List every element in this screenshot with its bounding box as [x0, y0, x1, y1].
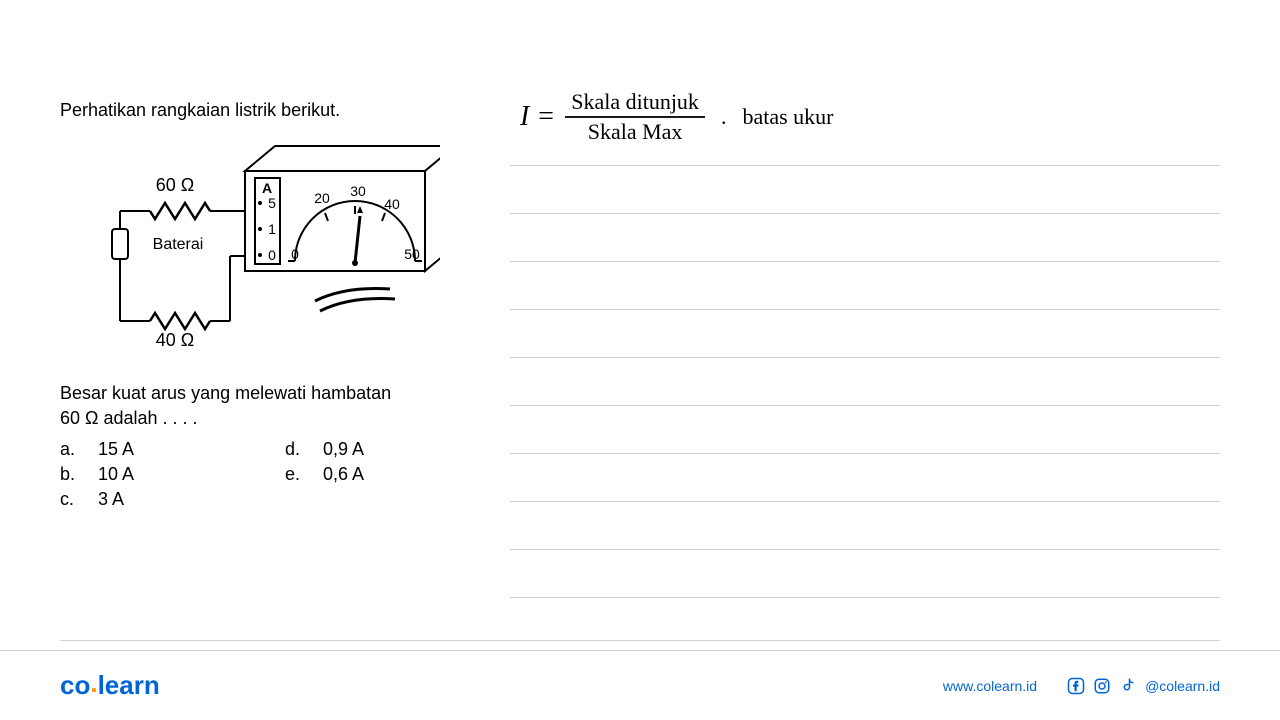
- notebook-line: [510, 357, 1220, 358]
- svg-text:30: 30: [350, 183, 366, 199]
- social-links: @colearn.id: [1067, 677, 1220, 695]
- notebook-line: [510, 405, 1220, 406]
- svg-text:0: 0: [291, 246, 299, 262]
- notebook-line: [510, 261, 1220, 262]
- svg-text:5: 5: [268, 195, 276, 211]
- battery-label: Baterai: [153, 236, 204, 253]
- svg-text:0: 0: [268, 247, 276, 263]
- ammeter-device: A 5 1 0 0 20: [245, 146, 440, 311]
- notebook-line: [510, 501, 1220, 502]
- battery-symbol: [112, 229, 128, 259]
- r1-label: 60 Ω: [156, 175, 194, 195]
- notebook-line: [510, 213, 1220, 214]
- svg-text:50: 50: [404, 246, 420, 262]
- page-footer: co.learn www.colearn.id @colearn.id: [0, 650, 1280, 720]
- question-column: Perhatikan rangkaian listrik berikut. A …: [60, 100, 480, 510]
- notebook-line: [510, 549, 1220, 550]
- option-d: d. 0,9 A: [285, 439, 480, 460]
- svg-text:40: 40: [384, 196, 400, 212]
- option-b: b. 10 A: [60, 464, 255, 485]
- circuit-diagram: A 5 1 0 0 20: [60, 141, 480, 366]
- website-link[interactable]: www.colearn.id: [943, 678, 1037, 694]
- option-e: e. 0,6 A: [285, 464, 480, 485]
- facebook-icon[interactable]: [1067, 677, 1085, 695]
- instagram-icon[interactable]: [1093, 677, 1111, 695]
- brand-dot-icon: .: [90, 668, 97, 698]
- notebook-line: [510, 165, 1220, 166]
- option-a: a. 15 A: [60, 439, 255, 460]
- notebook-line: [510, 309, 1220, 310]
- question-body: Besar kuat arus yang melewati hambatan 6…: [60, 381, 480, 431]
- brand-logo: co.learn: [60, 670, 160, 701]
- notebook-column: I = Skala ditunjuk Skala Max . batas uku…: [510, 100, 1220, 510]
- social-handle: @colearn.id: [1145, 678, 1220, 694]
- footer-right: www.colearn.id @colearn.id: [943, 677, 1220, 695]
- question-header: Perhatikan rangkaian listrik berikut.: [60, 100, 480, 121]
- svg-text:1: 1: [268, 221, 276, 237]
- r2-label: 40 Ω: [156, 330, 194, 350]
- svg-text:20: 20: [314, 190, 330, 206]
- notebook-line: [510, 597, 1220, 598]
- notebook-line: [510, 453, 1220, 454]
- handwritten-formula: I = Skala ditunjuk Skala Max . batas uku…: [520, 90, 833, 144]
- option-c: c. 3 A: [60, 489, 255, 510]
- ammeter-unit: A: [262, 180, 272, 196]
- answer-options: a. 15 A d. 0,9 A b. 10 A e. 0,6 A c. 3 A: [60, 439, 480, 510]
- content-divider: [60, 640, 1220, 641]
- tiktok-icon[interactable]: [1119, 677, 1137, 695]
